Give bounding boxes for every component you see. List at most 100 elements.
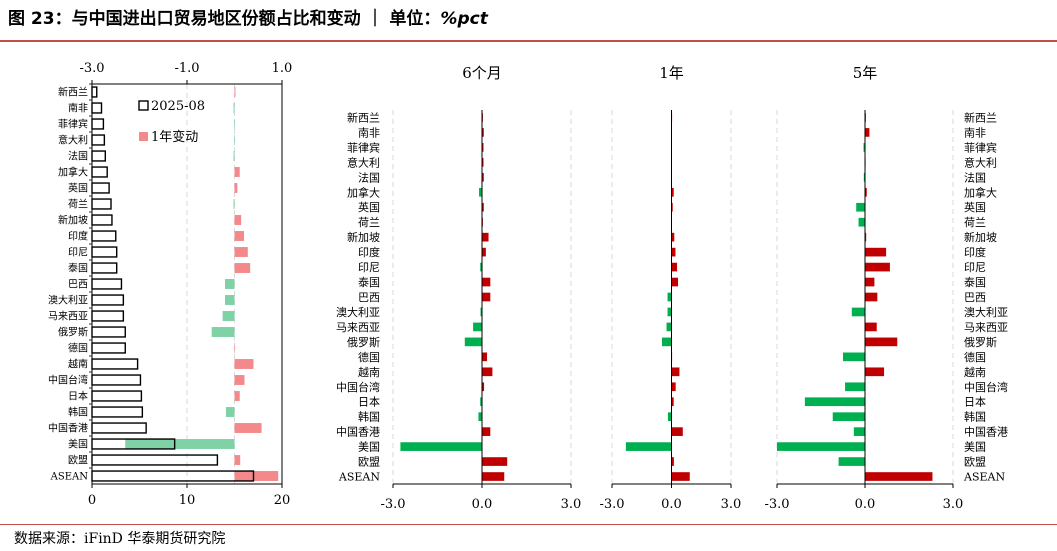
- share-bar: [91, 166, 108, 178]
- change-bar: [671, 382, 676, 392]
- category-label: 新加坡: [347, 230, 380, 244]
- change-bar: [482, 202, 484, 212]
- category-label: 马来西亚: [964, 321, 1008, 334]
- change-bar: [482, 352, 488, 362]
- change-bar: [222, 311, 235, 321]
- change-bar: [482, 382, 485, 392]
- change-bar: [865, 232, 867, 242]
- category-label: 菲律宾: [964, 140, 997, 154]
- share-bar: [91, 102, 103, 114]
- change-bar: [234, 375, 245, 385]
- category-label: 中国台湾: [336, 380, 380, 394]
- change-bar: [234, 471, 279, 481]
- change-bar: [667, 412, 672, 422]
- change-bar: [480, 397, 482, 407]
- category-label: 澳大利亚: [336, 305, 380, 319]
- change-bar: [865, 187, 867, 197]
- share-bar: [91, 438, 176, 450]
- category-label: 德国: [358, 350, 380, 364]
- change-bar: [667, 292, 672, 302]
- category-label: 南非: [358, 126, 380, 139]
- category-label: 荷兰: [358, 216, 380, 229]
- change-bar: [865, 128, 870, 137]
- share-bar: [91, 182, 110, 194]
- change-bar: [671, 277, 679, 287]
- title-text: 图 23：与中国进出口贸易地区份额占比和变动 ｜ 单位：: [8, 9, 441, 29]
- change-bar: [234, 423, 262, 433]
- category-label: ASEAN: [50, 472, 89, 483]
- change-bar: [233, 199, 235, 209]
- top-tick-label: 1.0: [272, 61, 293, 76]
- category-label: 中国香港: [964, 426, 1008, 439]
- change-bar: [865, 322, 877, 332]
- category-label: 澳大利亚: [964, 305, 1008, 319]
- change-bar: [863, 172, 865, 182]
- category-label: 中国香港: [48, 422, 88, 435]
- change-bar: [671, 247, 676, 257]
- legend-swatch-share: [138, 100, 149, 111]
- change-bar: [865, 262, 890, 272]
- change-bar: [482, 232, 489, 242]
- share-bar: [91, 86, 98, 98]
- category-label: 印度: [964, 245, 986, 259]
- category-label: 马来西亚: [48, 311, 88, 323]
- category-label: 加拿大: [964, 185, 997, 199]
- legend-label-change: 1年变动: [151, 129, 198, 145]
- category-label: 加拿大: [58, 166, 88, 179]
- x-tick-label: 3.0: [721, 497, 742, 512]
- change-bar: [480, 262, 482, 272]
- panel-title: 6个月: [462, 64, 502, 82]
- change-bar: [464, 337, 482, 347]
- change-bar: [234, 343, 236, 353]
- category-label: 巴西: [358, 291, 380, 304]
- change-bar: [482, 158, 484, 167]
- change-bar: [845, 382, 865, 392]
- share-bar: [91, 470, 255, 482]
- share-bar: [91, 358, 139, 370]
- category-label: 英国: [358, 200, 380, 214]
- change-bar: [671, 202, 673, 212]
- x-tick-label: 3.0: [561, 497, 582, 512]
- category-label: 马来西亚: [336, 321, 380, 334]
- share-bar: [91, 326, 126, 338]
- change-bar: [234, 391, 240, 401]
- change-bar: [480, 307, 482, 317]
- category-label: 印尼: [358, 261, 380, 274]
- share-bar: [91, 262, 118, 274]
- top-rule: [0, 40, 1057, 42]
- category-label: 中国台湾: [48, 374, 88, 387]
- change-bar: [225, 407, 235, 417]
- change-bar: [667, 307, 672, 317]
- category-label: 荷兰: [964, 216, 986, 229]
- category-label: 意大利: [347, 155, 380, 169]
- bottom-tick-label: 10: [179, 493, 196, 508]
- legend: 2025-08 1年变动: [138, 99, 205, 145]
- category-label: 美国: [964, 441, 986, 454]
- category-label: 泰国: [68, 262, 88, 275]
- change-bar: [233, 151, 235, 161]
- category-label: 新西兰: [347, 110, 380, 124]
- top-tick-label: -3.0: [79, 61, 104, 76]
- share-bar: [91, 454, 219, 466]
- category-label: 菲律宾: [347, 140, 380, 154]
- category-label: 中国香港: [336, 426, 380, 439]
- category-label: 美国: [68, 438, 88, 451]
- change-bar: [671, 397, 674, 407]
- change-bar: [234, 87, 236, 97]
- category-label: 巴西: [68, 279, 88, 291]
- change-bar: [853, 427, 865, 436]
- panel-6m: 6个月 -3.0 0.0 3.0 新西兰南非菲律宾意大利法国加拿大英国荷兰新加坡印度印尼…: [336, 64, 581, 512]
- change-bar: [225, 279, 235, 289]
- change-bar: [865, 277, 875, 287]
- x-tick-label: -3.0: [764, 497, 789, 512]
- change-bar: [671, 187, 674, 197]
- share-bar: [91, 118, 105, 130]
- category-label: 韩国: [68, 406, 88, 419]
- category-label: 巴西: [964, 291, 986, 304]
- share-bar: [91, 198, 112, 210]
- category-label: 韩国: [358, 410, 380, 424]
- x-tick-label: -3.0: [380, 497, 405, 512]
- category-label: 法国: [358, 170, 380, 184]
- panel-title: 1年: [659, 64, 684, 82]
- change-bar: [482, 292, 491, 302]
